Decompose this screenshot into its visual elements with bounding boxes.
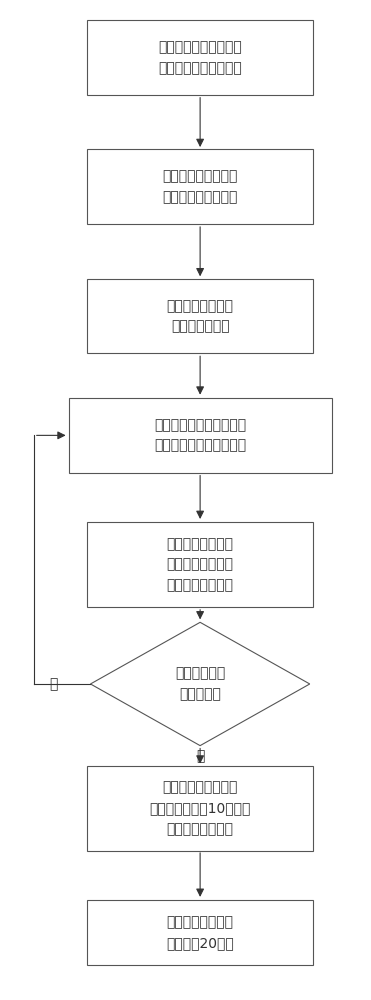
Bar: [87, 279, 313, 353]
Text: 用氢氧化铈粉末擦拭
碳化硅基底表面10分钟，
然后用水冲洗洁净: 用氢氧化铈粉末擦拭 碳化硅基底表面10分钟， 然后用水冲洗洁净: [150, 781, 251, 836]
Text: 按比例配制硝酸和
氢氟酸混合溶液: 按比例配制硝酸和 氢氟酸混合溶液: [167, 299, 234, 333]
Text: 否: 否: [50, 677, 58, 691]
Text: 用氢氧化钠溶液清洁镀
有硅厚膜的碳化硅基底: 用氢氧化钠溶液清洁镀 有硅厚膜的碳化硅基底: [158, 40, 242, 75]
Bar: [87, 149, 313, 224]
Bar: [69, 398, 332, 473]
Text: 用碳酸钙粉末擦拭
碳化硅基底表面，
然后用水冲洗洁净: 用碳酸钙粉末擦拭 碳化硅基底表面， 然后用水冲洗洁净: [167, 537, 234, 592]
Text: 用硝酸溶液清洁镀有
硅厚膜的碳化硅基底: 用硝酸溶液清洁镀有 硅厚膜的碳化硅基底: [162, 169, 238, 204]
Bar: [87, 900, 313, 965]
Bar: [87, 20, 313, 95]
Bar: [87, 766, 313, 851]
Text: 用脱脂棉蘸取硝酸与氢氟
酸混合溶液涂于硅厚膜上: 用脱脂棉蘸取硝酸与氢氟 酸混合溶液涂于硅厚膜上: [154, 418, 246, 453]
Text: 用乙醇超声清洗碳
化硅基底20分钟: 用乙醇超声清洗碳 化硅基底20分钟: [166, 915, 234, 950]
Polygon shape: [91, 622, 310, 746]
Bar: [87, 522, 313, 607]
Text: 检查硅厚膜是
否彻底清除: 检查硅厚膜是 否彻底清除: [175, 667, 225, 701]
Text: 是: 是: [196, 750, 204, 764]
